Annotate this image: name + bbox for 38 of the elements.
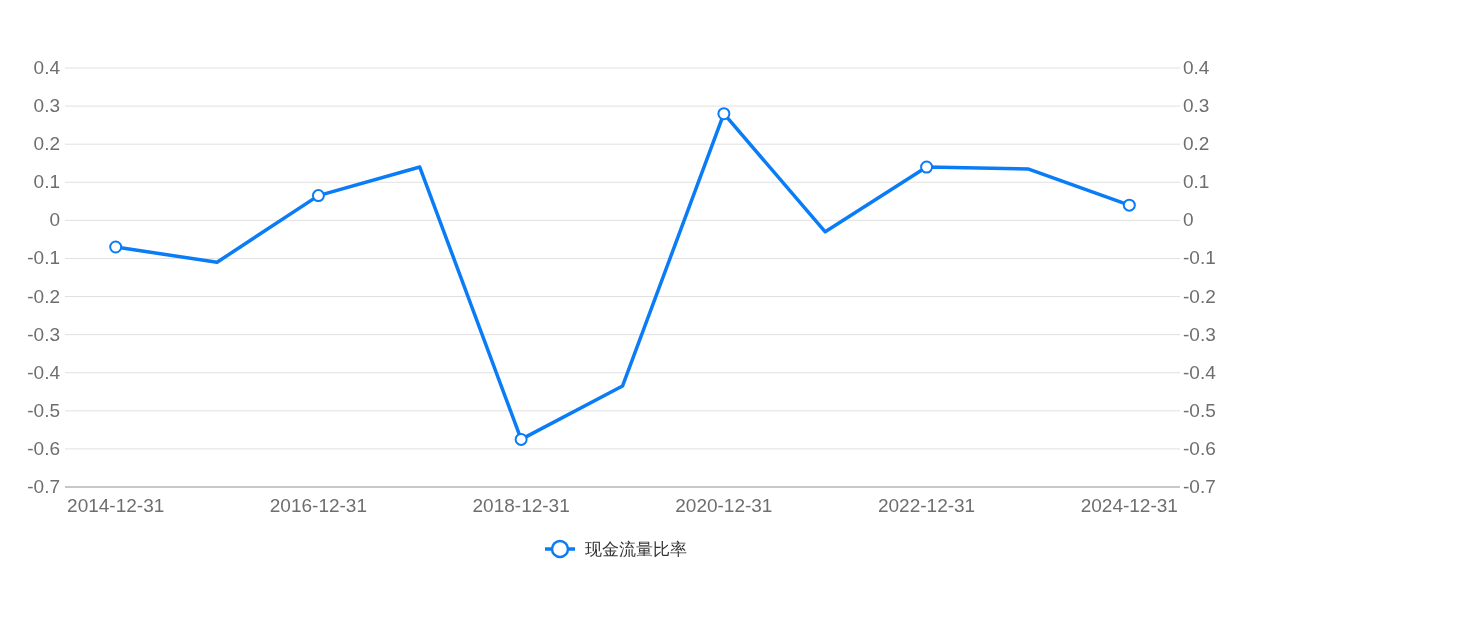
y-tick-label: 0.3 [33, 95, 60, 117]
y2-tick-label: -0.3 [1183, 323, 1216, 345]
y2-tick-label: -0.5 [1183, 399, 1216, 421]
y2-tick-label: -0.6 [1183, 437, 1216, 459]
y2-tick-label: -0.4 [1183, 361, 1217, 383]
x-tick-label: 2016-12-31 [269, 495, 368, 516]
y2-tick-label: 0.4 [1183, 57, 1210, 78]
y-tick-label: -0.3 [27, 323, 60, 345]
y-tick-label: 0.1 [33, 171, 60, 193]
y2-tick-label: -0.2 [1183, 285, 1216, 307]
point [920, 160, 934, 174]
y-tick-label: -0.4 [27, 361, 61, 383]
y-tick-label: -0.5 [27, 399, 60, 421]
y-tick-label: 0.4 [33, 57, 61, 78]
point [717, 107, 731, 121]
y-tick-label: 0.2 [33, 133, 60, 155]
y2-tick-label: -0.7 [1183, 476, 1216, 497]
x-tick-label: 2018-12-31 [472, 495, 570, 516]
legend-label: 现金流量比率 [585, 540, 687, 559]
y-tick-label: -0.1 [27, 247, 60, 269]
y-tick-label: -0.2 [27, 285, 60, 307]
point [1122, 198, 1136, 212]
y2-tick-label: -0.1 [1183, 247, 1216, 269]
y2-tick-label: 0 [1183, 209, 1194, 231]
y-tick-label: 0 [49, 209, 60, 231]
y2-tick-label: 0.1 [1183, 171, 1210, 193]
y-tick-label: -0.7 [27, 476, 60, 497]
x-tick-label: 2014-12-31 [67, 495, 165, 516]
y-tick-label: -0.6 [27, 437, 60, 459]
y2-tick-label: 0.3 [1183, 95, 1210, 117]
point [311, 189, 325, 203]
x-tick-label: 2020-12-31 [675, 495, 773, 516]
x-tick-label: 2024-12-31 [1080, 495, 1178, 516]
point [109, 240, 123, 254]
legend: 现金流量比率 [545, 539, 687, 559]
point [514, 432, 528, 446]
x-tick-label: 2022-12-31 [877, 495, 976, 516]
y2-tick-label: 0.2 [1183, 133, 1210, 155]
